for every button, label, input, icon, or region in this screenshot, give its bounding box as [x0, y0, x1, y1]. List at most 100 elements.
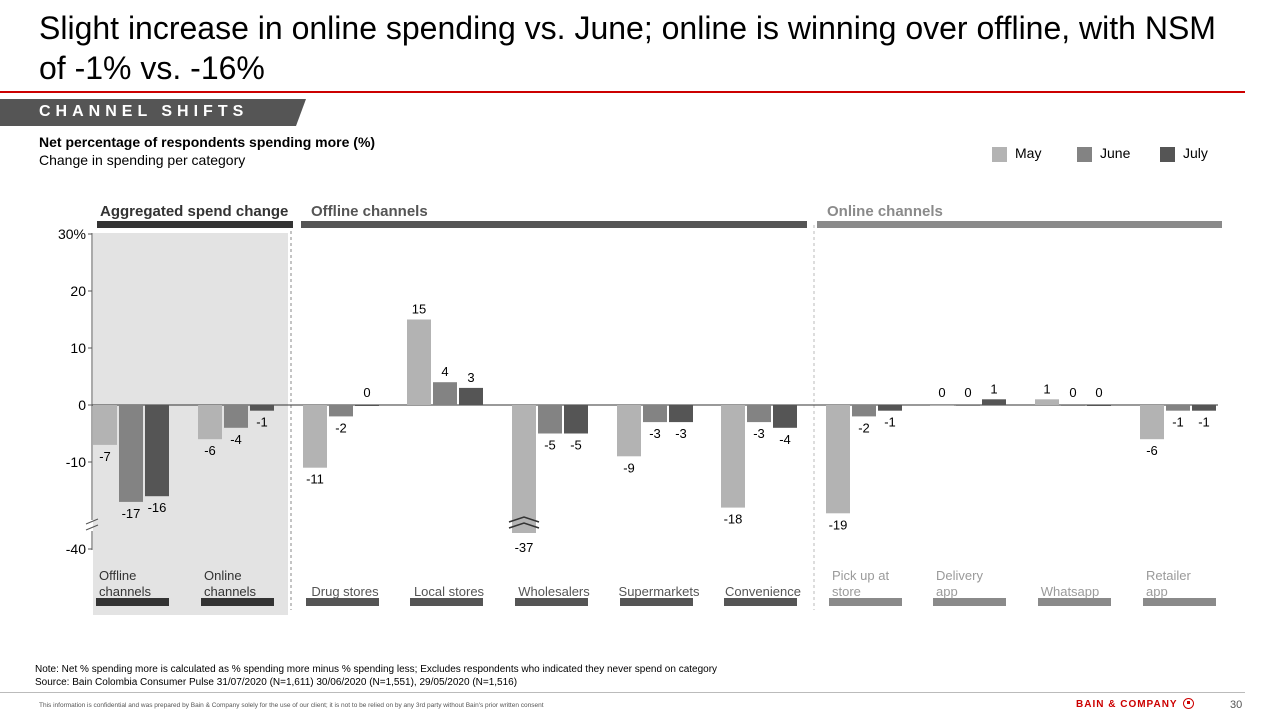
data-label: -5: [570, 438, 582, 453]
category-underline: [1143, 598, 1216, 606]
y-tick-label: -10: [66, 454, 86, 470]
title-divider: [0, 91, 1245, 93]
y-tick-label: 10: [70, 340, 86, 356]
bar-may: [1035, 399, 1059, 405]
y-tick-label: -40: [66, 541, 86, 557]
data-label: 0: [938, 385, 945, 400]
y-tick-label: 30%: [58, 226, 86, 242]
data-label: -4: [779, 432, 791, 447]
data-label: -3: [649, 426, 661, 441]
bar-june: [119, 405, 143, 502]
bar-july: [669, 405, 693, 423]
category-underline: [201, 598, 274, 606]
legend-label-july: July: [1183, 145, 1208, 161]
data-label: 1: [990, 381, 997, 396]
bar-june: [852, 405, 876, 417]
bar-chart: Aggregated spend change Offline channels O…: [58, 203, 1222, 615]
category-underline: [829, 598, 902, 606]
category-underline: [724, 598, 797, 606]
category-label-line1: Offline: [99, 568, 136, 583]
data-label: 4: [441, 364, 448, 379]
section-tag: CHANNEL SHIFTS: [0, 99, 306, 126]
bar-july: [459, 387, 483, 405]
bar-july: [773, 405, 797, 428]
data-label: -1: [884, 415, 896, 430]
category-underline: [96, 598, 169, 606]
bar-july: [250, 405, 274, 411]
bar-june: [956, 405, 980, 406]
bar-july: [355, 405, 379, 406]
bar-june: [1166, 405, 1190, 411]
bar-june: [1061, 405, 1085, 406]
legend-label-june: June: [1100, 145, 1131, 161]
category-label: Convenience: [725, 584, 801, 599]
bar-june: [538, 405, 562, 434]
category-underline: [933, 598, 1006, 606]
data-label: -1: [1198, 415, 1210, 430]
data-label: -3: [675, 426, 687, 441]
chart-subtitle-secondary: Change in spending per category: [39, 152, 246, 168]
data-label: -2: [335, 420, 347, 435]
data-label: -3: [753, 426, 765, 441]
bar-july: [1192, 405, 1216, 411]
category-label-line1: Delivery: [936, 568, 983, 583]
bar-june: [643, 405, 667, 423]
data-label: -18: [724, 512, 743, 527]
data-label: -19: [829, 517, 848, 532]
category-underline: [1038, 598, 1111, 606]
group-header-label: Aggregated spend change: [100, 203, 288, 220]
category-label-line2: app: [936, 584, 958, 599]
data-label: -1: [1172, 415, 1184, 430]
bar-july: [878, 405, 902, 411]
group-header-bar: [97, 221, 293, 228]
y-axis-break-mark: [85, 518, 99, 531]
category-label-line1: Pick up at: [832, 568, 889, 583]
bar-may: [198, 405, 222, 440]
bar-may: [826, 405, 850, 514]
bar-may: [93, 405, 117, 445]
data-label: 3: [467, 370, 474, 385]
category-label: Wholesalers: [518, 584, 590, 599]
category-label-line2: channels: [99, 584, 152, 599]
category-label-line1: Online: [204, 568, 242, 583]
category-label-line1: Retailer: [1146, 568, 1191, 583]
bar-july: [982, 399, 1006, 405]
data-label: -9: [623, 460, 635, 475]
category-label: Local stores: [414, 584, 485, 599]
bar-june: [747, 405, 771, 423]
group-header-label: Online channels: [827, 203, 943, 220]
page-number: 30: [1230, 699, 1243, 711]
footnote-note: Note: Net % spending more is calculated …: [35, 664, 718, 675]
bar-june: [224, 405, 248, 428]
category-label-line2: app: [1146, 584, 1168, 599]
y-tick-label: 0: [78, 397, 86, 413]
category-label-line2: channels: [204, 584, 257, 599]
legend-swatch-may: [992, 147, 1007, 162]
bar-break-mark: [508, 516, 540, 529]
data-label: -6: [204, 443, 216, 458]
data-label: -2: [858, 420, 870, 435]
bar-may: [1140, 405, 1164, 440]
data-label: -4: [230, 432, 242, 447]
data-label: 0: [363, 385, 370, 400]
group-header-label: Offline channels: [311, 203, 428, 220]
category-label: Drug stores: [311, 584, 379, 599]
data-label: -5: [544, 438, 556, 453]
group-header-bar: [817, 221, 1222, 228]
y-tick-label: 20: [70, 283, 86, 299]
chart-subtitle: Net percentage of respondents spending m…: [39, 134, 376, 150]
data-label: -6: [1146, 443, 1158, 458]
data-label: -11: [306, 472, 324, 487]
bar-june: [329, 405, 353, 417]
legend-label-may: May: [1015, 145, 1042, 161]
data-label: -1: [256, 415, 268, 430]
category-label: Whatsapp: [1041, 584, 1100, 599]
data-label: -16: [148, 500, 167, 515]
data-label: 0: [1069, 385, 1076, 400]
footer-divider: [0, 692, 1245, 693]
group-header-bar: [301, 221, 807, 228]
bar-may: [721, 405, 745, 508]
section-tag-label: CHANNEL SHIFTS: [39, 103, 249, 120]
brand-logo-icon: [1183, 698, 1194, 709]
bar-may: [303, 405, 327, 468]
